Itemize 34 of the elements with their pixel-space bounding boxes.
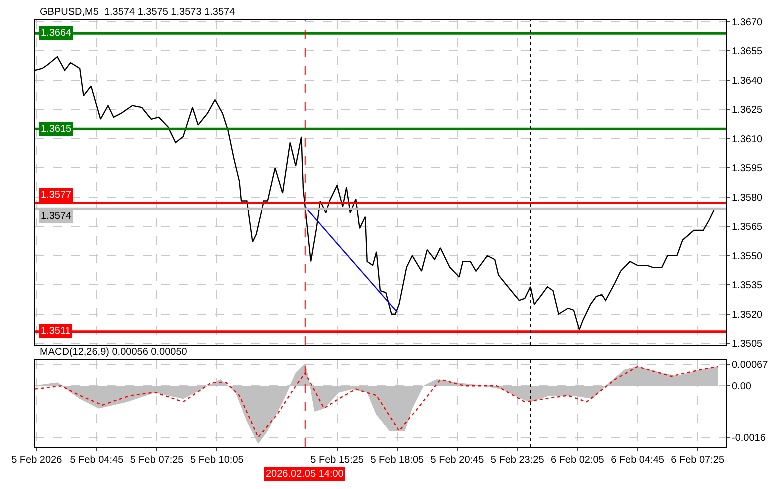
y-tick-label: 1.3565 <box>732 222 764 234</box>
y-tick-label: 1.3505 <box>732 339 764 350</box>
x-tick-label: 5 Feb 2026 <box>12 455 63 466</box>
chart-title: GBPUSD,M5 1.3574 1.3575 1.3573 1.3574 <box>40 7 236 18</box>
y-tick-label: 1.3550 <box>732 251 764 262</box>
y-tick-label: 1.3595 <box>732 164 764 175</box>
ref-line-label: 1.3664 <box>41 28 72 39</box>
x-tick-label: 5 Feb 07:25 <box>130 455 184 466</box>
y-tick-label: -0.0016 <box>732 432 766 444</box>
y-tick-label: 1.3625 <box>732 105 764 116</box>
y-tick-label: 1.3640 <box>732 76 764 87</box>
x-tick-label: 6 Feb 07:25 <box>671 455 725 466</box>
ref-line-label: 1.3577 <box>41 190 72 201</box>
ref-line-label: 1.3574 <box>41 211 72 222</box>
ref-line-label: 1.3511 <box>41 326 72 337</box>
y-tick-label: 1.3670 <box>732 17 764 28</box>
x-tick-label: 5 Feb 18:05 <box>370 455 425 466</box>
x-tick-label: 5 Feb 23:25 <box>490 455 545 466</box>
ref-line-label: 1.3615 <box>41 124 72 135</box>
y-tick-label: 1.3655 <box>732 46 764 58</box>
y-tick-label: 1.3610 <box>732 134 764 146</box>
x-tick-label: 5 Feb 04:45 <box>70 455 124 466</box>
chart-title: MACD(12,26,9) 0.00056 0.00050 <box>40 347 188 358</box>
ref-line-label: 2026.02.05 14:00 <box>266 469 344 480</box>
x-tick-label: 5 Feb 10:05 <box>190 455 244 466</box>
y-tick-label: 1.3535 <box>732 280 764 292</box>
y-tick-label: 0.00 <box>732 382 752 393</box>
y-tick-label: 1.3580 <box>732 192 764 204</box>
y-tick-label: 0.00067 <box>732 360 769 372</box>
x-tick-label: 6 Feb 04:45 <box>611 455 665 466</box>
y-tick-label: 1.3520 <box>732 310 764 321</box>
x-tick-label: 5 Feb 20:45 <box>430 455 485 466</box>
x-tick-label: 5 Feb 15:25 <box>310 455 364 466</box>
x-tick-label: 6 Feb 02:05 <box>550 455 605 466</box>
